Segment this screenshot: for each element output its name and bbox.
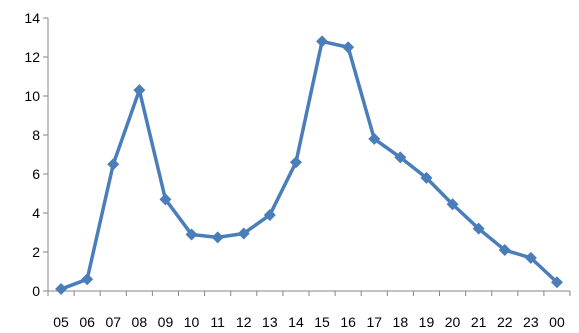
- data-point-marker: [81, 273, 94, 286]
- data-point-marker: [342, 41, 355, 54]
- x-tick-label: 12: [236, 314, 252, 330]
- data-point-marker: [524, 251, 537, 264]
- y-tick-label: 4: [32, 205, 40, 221]
- data-point-marker: [498, 244, 511, 257]
- x-tick-label: 17: [366, 314, 382, 330]
- x-axis: 05 06 07 08 09 10 11 12 13 14 15 16 17 18 19 20 21 22 23 00: [47, 291, 571, 330]
- y-tick-label: 10: [24, 88, 40, 104]
- data-point-marker: [55, 283, 68, 296]
- data-point-marker: [368, 132, 381, 145]
- y-tick-label: 8: [32, 127, 40, 143]
- data-point-marker: [133, 84, 146, 97]
- data-point-marker: [237, 227, 250, 240]
- x-tick-label: 07: [105, 314, 121, 330]
- x-tick-label: 18: [393, 314, 409, 330]
- plot-area: [55, 35, 563, 296]
- x-tick-label: 19: [419, 314, 435, 330]
- x-tick-label: 06: [79, 314, 95, 330]
- data-point-marker: [420, 171, 433, 184]
- data-point-marker: [316, 35, 329, 48]
- x-tick-label: 21: [471, 314, 487, 330]
- x-tick-label: 08: [132, 314, 148, 330]
- y-tick-label: 2: [32, 244, 40, 260]
- x-tick-label: 15: [314, 314, 330, 330]
- data-point-marker: [107, 158, 120, 171]
- data-point-marker: [211, 231, 224, 244]
- x-tick-label: 23: [523, 314, 539, 330]
- y-tick-label: 0: [32, 283, 40, 299]
- series-line: [59, 39, 559, 291]
- x-tick-label: 20: [445, 314, 461, 330]
- x-tick-label: 22: [497, 314, 513, 330]
- x-tick-label: 13: [262, 314, 278, 330]
- x-tick-label: 00: [549, 314, 565, 330]
- data-point-marker: [394, 151, 407, 164]
- x-tick-label: 09: [158, 314, 174, 330]
- x-tick-label: 14: [288, 314, 304, 330]
- y-tick-label: 6: [32, 166, 40, 182]
- data-point-marker: [263, 208, 276, 221]
- x-tick-label: 16: [340, 314, 356, 330]
- x-tick-label: 05: [53, 314, 69, 330]
- data-point-marker: [472, 222, 485, 235]
- y-axis: 0 2 4 6 8 10 12 14: [24, 10, 48, 299]
- x-tick-label: 10: [184, 314, 200, 330]
- data-point-marker: [446, 198, 459, 211]
- x-tick-label: 11: [210, 314, 225, 330]
- data-point-marker: [159, 193, 172, 206]
- y-tick-label: 14: [24, 10, 40, 26]
- y-tick-label: 12: [24, 49, 40, 65]
- data-point-marker: [289, 156, 302, 169]
- data-point-marker: [550, 276, 563, 289]
- data-point-marker: [185, 228, 198, 241]
